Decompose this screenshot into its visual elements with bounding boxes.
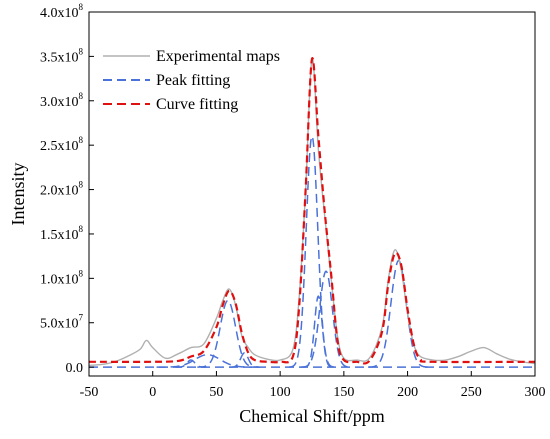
x-tick-label: 300 [525,385,546,400]
y-tick-label: 2.5x108 [40,135,84,154]
peak-fit-curve [368,259,430,368]
x-axis-title: Chemical Shift/ppm [239,406,385,426]
plot-frame [88,11,536,377]
legend-label: Curve fitting [156,96,238,113]
y-tick-label: 0.0 [66,361,84,376]
x-tick-label: 50 [209,385,223,400]
x-tick-label: -50 [80,385,99,400]
y-axis-title: Intensity [8,163,28,226]
x-tick-label: 200 [397,385,418,400]
x-tick-label: 150 [333,385,354,400]
y-tick-label: 3.0x108 [40,91,84,110]
legend: Experimental maps Peak fitting Curve fitti… [103,48,280,113]
peak-fit-curve [303,295,334,368]
x-tick-label: 250 [461,385,482,400]
y-tick-label: 1.5x108 [40,224,84,243]
peak-fit-curve [300,270,352,368]
x-tick-label: 100 [270,385,291,400]
y-tick-label: 1.0x108 [40,268,84,287]
y-tick-label: 5.0x107 [40,313,84,332]
y-tick-label: 2.0x108 [40,180,84,199]
y-tick-label: 3.5x108 [40,46,84,65]
legend-label: Experimental maps [156,48,280,65]
x-tick-label: 0 [149,385,156,400]
curve-fit-series [88,57,536,365]
legend-label: Peak fitting [156,72,230,89]
peak-fit-curve [197,299,259,368]
y-tick-label: 4.0x108 [40,2,84,21]
